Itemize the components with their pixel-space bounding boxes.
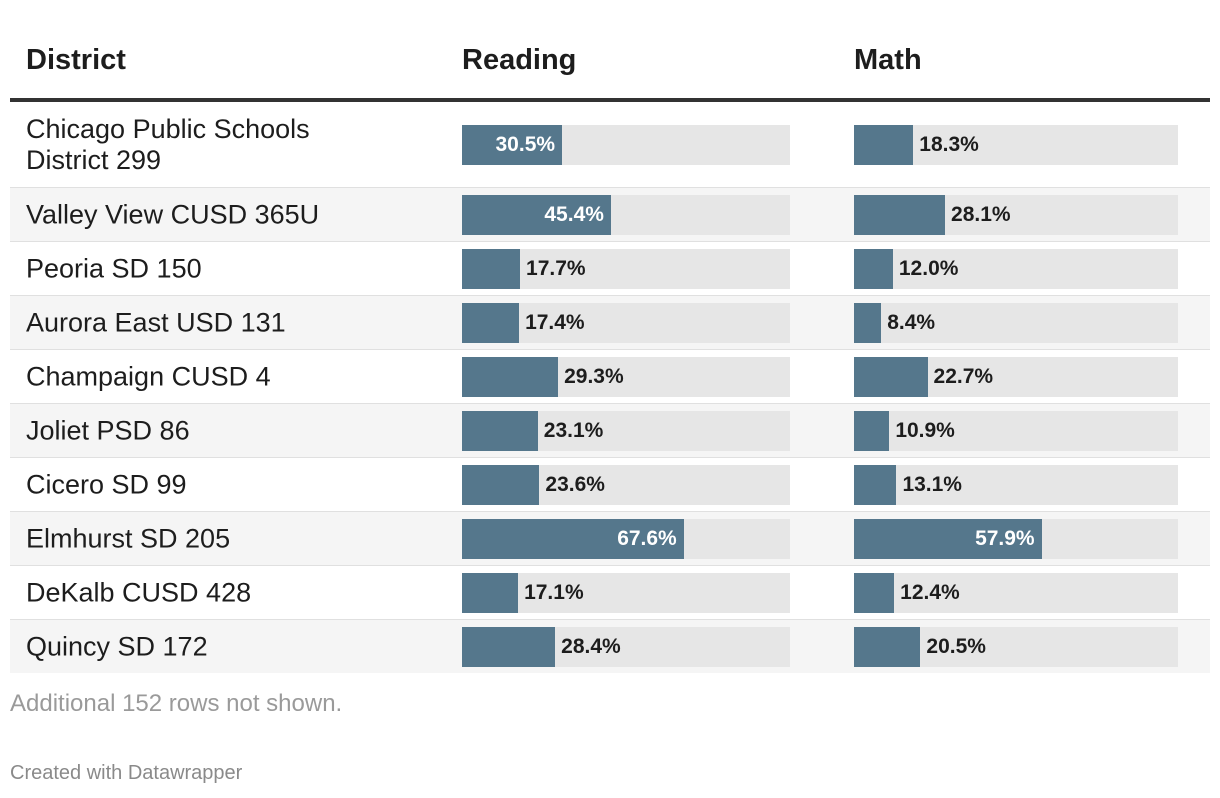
- math-bar-track: 13.1%: [854, 464, 1178, 505]
- math-bar: [854, 572, 895, 613]
- table-row: Champaign CUSD 4 29.3% 22.7%: [10, 350, 1210, 404]
- datawrapper-table: District Reading Math Chicago Public Sch…: [10, 0, 1210, 673]
- reading-bar: [462, 410, 538, 451]
- reading-value-label: 67.6%: [617, 526, 677, 550]
- reading-bar: [462, 572, 519, 613]
- table-row: Elmhurst SD 205 67.6% 57.9%: [10, 512, 1210, 566]
- table-row: Peoria SD 150 17.7% 12.0%: [10, 242, 1210, 296]
- district-name: DeKalb CUSD 428: [26, 577, 252, 607]
- table-row: Aurora East USD 131 17.4% 8.4%: [10, 296, 1210, 350]
- district-name: Joliet PSD 86: [26, 415, 190, 445]
- district-name: Elmhurst SD 205: [26, 523, 231, 553]
- reading-bar-track: 28.4%: [462, 626, 790, 667]
- reading-bar: [462, 518, 684, 559]
- reading-value-label: 17.7%: [526, 256, 586, 280]
- table-row: Quincy SD 172 28.4% 20.5%: [10, 620, 1210, 673]
- reading-value-label: 29.3%: [564, 364, 624, 388]
- table-body: Chicago Public Schools District 299 30.5% 1…: [10, 102, 1210, 673]
- column-header-district[interactable]: District: [26, 44, 126, 76]
- reading-bar-track: 17.1%: [462, 572, 790, 613]
- reading-bar-track: 29.3%: [462, 356, 790, 397]
- math-bar-track: 18.3%: [854, 124, 1178, 165]
- math-bar-track: 10.9%: [854, 410, 1178, 451]
- math-value-label: 18.3%: [919, 132, 979, 156]
- math-value-label: 28.1%: [951, 202, 1011, 226]
- reading-value-label: 28.4%: [561, 634, 621, 658]
- math-value-label: 8.4%: [887, 310, 936, 334]
- math-bar-track: 28.1%: [854, 194, 1178, 235]
- table-row: DeKalb CUSD 428 17.1% 12.4%: [10, 566, 1210, 620]
- math-value-label: 13.1%: [902, 472, 962, 496]
- reading-value-label: 17.1%: [524, 580, 584, 604]
- district-name: Chicago Public Schools District 299: [26, 114, 426, 176]
- district-name: Champaign CUSD 4: [26, 361, 271, 391]
- math-bar: [854, 124, 914, 165]
- rows-not-shown-note: Additional 152 rows not shown.: [10, 690, 343, 717]
- math-bar: [854, 518, 1042, 559]
- reading-bar-track: 17.4%: [462, 302, 790, 343]
- district-name: Aurora East USD 131: [26, 307, 286, 337]
- reading-bar-track: 23.6%: [462, 464, 790, 505]
- reading-bar: [462, 194, 611, 235]
- math-bar: [854, 302, 882, 343]
- reading-value-label: 23.6%: [545, 472, 605, 496]
- reading-bar-track: 23.1%: [462, 410, 790, 451]
- math-value-label: 12.0%: [898, 256, 959, 280]
- reading-bar-track: 17.7%: [462, 248, 790, 289]
- math-bar: [854, 410, 890, 451]
- table-row: Valley View CUSD 365U 45.4% 28.1%: [10, 188, 1210, 242]
- reading-value-label: 45.4%: [544, 202, 604, 226]
- reading-bar-track: 45.4%: [462, 194, 790, 235]
- math-bar: [854, 194, 946, 235]
- column-header-math[interactable]: Math: [854, 44, 922, 76]
- column-header-reading[interactable]: Reading: [462, 44, 577, 76]
- district-name-line: District 299: [26, 144, 162, 175]
- math-bar: [854, 626, 921, 667]
- math-bar-track: 22.7%: [854, 356, 1178, 397]
- math-bar-track: 20.5%: [854, 626, 1178, 667]
- reading-bar: [462, 464, 540, 505]
- reading-bar: [462, 356, 559, 397]
- reading-bar: [462, 626, 556, 667]
- reading-bar-track: 67.6%: [462, 518, 790, 559]
- district-name: Quincy SD 172: [26, 631, 208, 661]
- reading-bar: [462, 302, 520, 343]
- reading-value-label: 17.4%: [525, 310, 585, 334]
- district-name: Cicero SD 99: [26, 469, 187, 499]
- math-bar-track: 8.4%: [854, 302, 1178, 343]
- reading-bar: [462, 124, 563, 165]
- math-value-label: 12.4%: [900, 580, 960, 604]
- table-header: District Reading Math: [10, 0, 1210, 102]
- math-bar-track: 12.4%: [854, 572, 1178, 613]
- reading-bar: [462, 248, 521, 289]
- math-value-label: 22.7%: [933, 364, 994, 388]
- math-bar-track: 57.9%: [854, 518, 1178, 559]
- math-bar: [854, 464, 897, 505]
- math-value-label: 10.9%: [895, 418, 955, 442]
- district-name: Peoria SD 150: [26, 253, 202, 283]
- district-name-line: Chicago Public Schools: [26, 113, 310, 144]
- math-bar: [854, 356, 928, 397]
- math-bar-track: 12.0%: [854, 248, 1178, 289]
- table-row: Cicero SD 99 23.6% 13.1%: [10, 458, 1210, 512]
- math-bar: [854, 248, 893, 289]
- reading-value-label: 30.5%: [495, 132, 556, 156]
- table-row: Joliet PSD 86 23.1% 10.9%: [10, 404, 1210, 458]
- math-value-label: 20.5%: [926, 634, 986, 658]
- reading-value-label: 23.1%: [543, 418, 604, 442]
- datawrapper-credit: Created with Datawrapper: [10, 762, 243, 784]
- table-row: Chicago Public Schools District 299 30.5% 1…: [10, 102, 1210, 188]
- math-value-label: 57.9%: [975, 526, 1035, 550]
- district-name: Valley View CUSD 365U: [26, 199, 320, 229]
- reading-bar-track: 30.5%: [462, 124, 790, 165]
